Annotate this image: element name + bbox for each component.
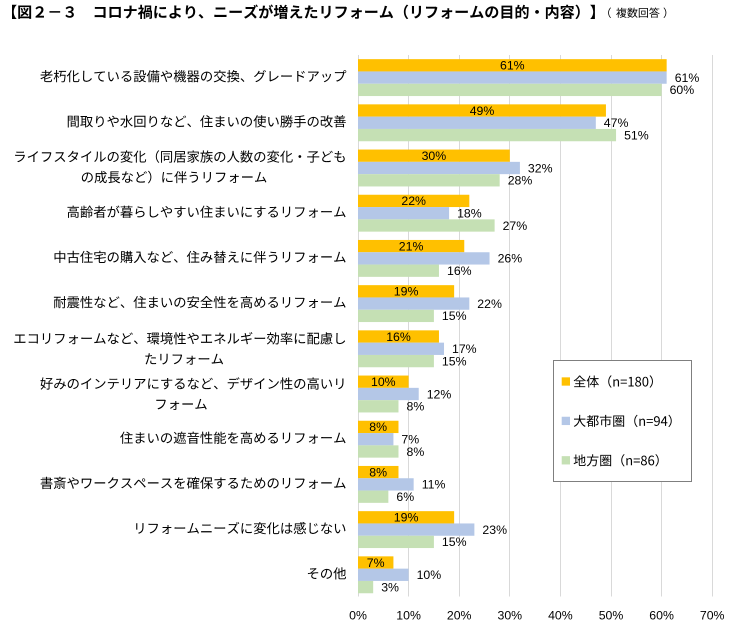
svg-text:30%: 30% [497, 609, 522, 623]
svg-text:15%: 15% [442, 535, 467, 549]
svg-text:20%: 20% [447, 609, 472, 623]
svg-text:60%: 60% [649, 609, 674, 623]
svg-text:6%: 6% [396, 490, 414, 504]
svg-text:15%: 15% [442, 309, 467, 323]
svg-text:8%: 8% [407, 400, 425, 414]
svg-text:11%: 11% [422, 478, 446, 492]
svg-text:19%: 19% [394, 285, 419, 299]
svg-text:50%: 50% [599, 609, 624, 623]
svg-text:21%: 21% [399, 239, 424, 253]
svg-text:60%: 60% [670, 83, 695, 97]
svg-text:15%: 15% [442, 354, 467, 368]
svg-text:17%: 17% [452, 342, 477, 356]
svg-text:12%: 12% [427, 387, 452, 401]
svg-text:28%: 28% [508, 174, 533, 188]
svg-text:8%: 8% [369, 420, 387, 434]
svg-text:61%: 61% [675, 71, 700, 85]
svg-text:16%: 16% [386, 330, 411, 344]
svg-text:49%: 49% [470, 104, 495, 118]
svg-text:30%: 30% [422, 149, 447, 163]
svg-text:22%: 22% [477, 297, 502, 311]
svg-text:70%: 70% [700, 609, 725, 623]
svg-text:10%: 10% [371, 375, 396, 389]
svg-text:22%: 22% [401, 194, 426, 208]
svg-text:47%: 47% [604, 116, 629, 130]
svg-text:19%: 19% [394, 511, 419, 525]
svg-text:10%: 10% [396, 609, 421, 623]
svg-text:26%: 26% [498, 252, 523, 266]
svg-text:27%: 27% [503, 219, 528, 233]
svg-text:7%: 7% [367, 556, 385, 570]
svg-text:32%: 32% [528, 161, 553, 175]
svg-text:8%: 8% [369, 465, 387, 479]
svg-text:40%: 40% [548, 609, 573, 623]
svg-text:8%: 8% [407, 445, 425, 459]
svg-text:51%: 51% [624, 128, 649, 142]
svg-text:23%: 23% [482, 523, 507, 537]
svg-text:18%: 18% [457, 207, 482, 221]
svg-text:3%: 3% [381, 580, 399, 594]
svg-text:16%: 16% [447, 264, 472, 278]
svg-text:61%: 61% [500, 59, 525, 73]
svg-text:10%: 10% [417, 568, 442, 582]
svg-text:7%: 7% [401, 433, 419, 447]
svg-text:0%: 0% [349, 609, 367, 623]
